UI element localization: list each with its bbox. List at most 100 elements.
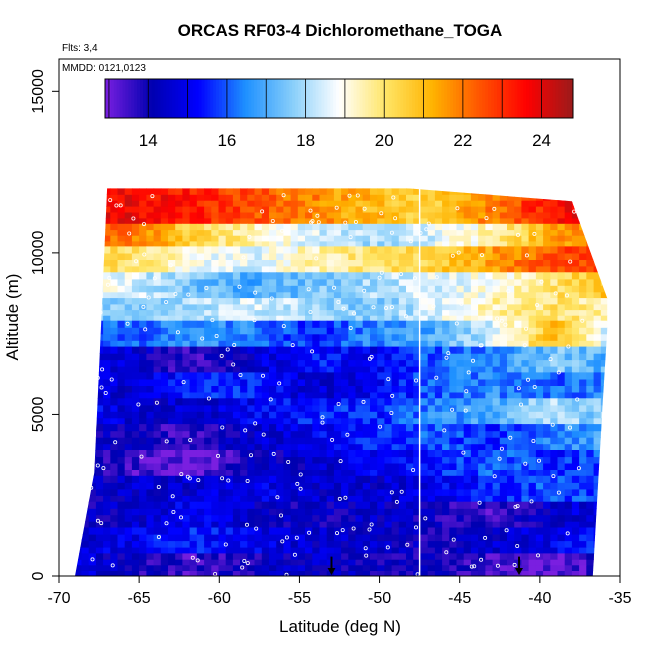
heatmap-cell bbox=[182, 272, 191, 280]
heatmap-cell bbox=[160, 553, 169, 560]
heatmap-cell bbox=[204, 469, 212, 477]
heatmap-cell bbox=[218, 391, 227, 399]
heatmap-cell bbox=[326, 430, 335, 438]
heatmap-cell bbox=[600, 553, 608, 560]
heatmap-cell bbox=[478, 315, 486, 322]
heatmap-cell bbox=[420, 417, 429, 425]
heatmap-cell bbox=[95, 320, 104, 328]
heatmap-cell bbox=[204, 278, 212, 286]
heatmap-cell bbox=[153, 303, 162, 311]
heatmap-cell bbox=[182, 223, 191, 231]
heatmap-cell bbox=[247, 391, 256, 399]
heatmap-cell bbox=[175, 411, 183, 419]
sample-point bbox=[341, 306, 346, 311]
heatmap-cell bbox=[75, 346, 82, 354]
heatmap-cell bbox=[456, 340, 465, 348]
heatmap-cell bbox=[175, 564, 183, 571]
heatmap-cell bbox=[103, 475, 111, 483]
heatmap-cell bbox=[449, 534, 458, 542]
heatmap-cell bbox=[608, 405, 616, 412]
sample-point bbox=[168, 263, 173, 268]
heatmap-cell bbox=[535, 521, 544, 529]
heatmap-cell bbox=[499, 521, 508, 529]
heatmap-cell bbox=[117, 259, 126, 267]
heatmap-cell bbox=[290, 278, 299, 286]
heatmap-cell bbox=[434, 437, 443, 445]
heatmap-cell bbox=[521, 223, 530, 231]
sample-point bbox=[379, 211, 384, 216]
heatmap-cell bbox=[81, 482, 90, 490]
heatmap-cell bbox=[319, 217, 328, 225]
heatmap-cell bbox=[348, 553, 357, 560]
heatmap-cell bbox=[189, 534, 198, 542]
heatmap-cell bbox=[434, 217, 443, 225]
heatmap-cell bbox=[449, 456, 458, 464]
heatmap-cell bbox=[326, 411, 335, 419]
heatmap-cell bbox=[579, 340, 587, 348]
heatmap-cell bbox=[247, 559, 256, 566]
heatmap-cell bbox=[608, 469, 616, 476]
heatmap-cell bbox=[485, 188, 494, 195]
heatmap-cell bbox=[333, 340, 342, 348]
heatmap-cell bbox=[514, 327, 522, 335]
heatmap-cell bbox=[254, 564, 263, 571]
heatmap-cell bbox=[557, 495, 566, 503]
heatmap-cell bbox=[211, 320, 220, 328]
heatmap-cell bbox=[88, 570, 97, 577]
heatmap-cell bbox=[175, 285, 183, 293]
heatmap-cell bbox=[103, 259, 111, 267]
heatmap-cell bbox=[463, 327, 472, 335]
heatmap-cell bbox=[153, 469, 162, 477]
heatmap-cell bbox=[319, 443, 328, 451]
heatmap-cell bbox=[124, 303, 133, 311]
heatmap-cell bbox=[370, 564, 378, 571]
heatmap-cell bbox=[377, 469, 385, 477]
heatmap-cell bbox=[81, 366, 90, 374]
heatmap-cell bbox=[442, 188, 450, 195]
heatmap-cell bbox=[261, 265, 270, 273]
heatmap-cell bbox=[81, 303, 90, 311]
heatmap-cell bbox=[557, 303, 566, 311]
heatmap-cell bbox=[196, 252, 205, 260]
heatmap-cell bbox=[362, 398, 371, 406]
heatmap-cell bbox=[478, 534, 486, 542]
heatmap-cell bbox=[124, 327, 133, 335]
heatmap-cell bbox=[370, 340, 378, 348]
heatmap-cell bbox=[240, 443, 248, 451]
heatmap-cell bbox=[550, 482, 559, 490]
heatmap-cell bbox=[413, 240, 421, 248]
heatmap-cell bbox=[384, 291, 393, 299]
heatmap-cell bbox=[124, 240, 133, 248]
heatmap-cell bbox=[182, 259, 191, 267]
heatmap-cell bbox=[269, 564, 277, 571]
heatmap-cell bbox=[543, 398, 551, 406]
heatmap-cell bbox=[326, 469, 335, 477]
heatmap-cell bbox=[189, 320, 198, 328]
heatmap-cell bbox=[75, 315, 82, 322]
heatmap-cell bbox=[305, 194, 313, 201]
heatmap-cell bbox=[160, 527, 169, 535]
heatmap-cell bbox=[333, 559, 342, 566]
heatmap-cell bbox=[485, 320, 494, 328]
heatmap-cell bbox=[420, 194, 429, 201]
heatmap-cell bbox=[247, 194, 256, 201]
heatmap-cell bbox=[196, 495, 205, 503]
heatmap-cell bbox=[283, 385, 292, 393]
heatmap-cell bbox=[225, 303, 234, 311]
heatmap-cell bbox=[521, 211, 530, 219]
heatmap-cell bbox=[600, 385, 608, 393]
chart-title: ORCAS RF03-4 Dichloromethane_TOGA bbox=[178, 21, 503, 40]
heatmap-cell bbox=[427, 206, 436, 213]
heatmap-cell bbox=[131, 385, 140, 393]
heatmap-cell bbox=[117, 450, 126, 458]
sample-point bbox=[466, 370, 471, 375]
heatmap-cell bbox=[377, 229, 385, 236]
heatmap-cell bbox=[204, 206, 212, 213]
heatmap-cell bbox=[449, 514, 458, 522]
heatmap-cell bbox=[305, 272, 313, 280]
heatmap-cell bbox=[160, 320, 169, 328]
heatmap-cell bbox=[254, 285, 263, 293]
heatmap-cell bbox=[168, 437, 176, 445]
heatmap-cell bbox=[362, 540, 371, 548]
heatmap-cell bbox=[67, 347, 75, 354]
